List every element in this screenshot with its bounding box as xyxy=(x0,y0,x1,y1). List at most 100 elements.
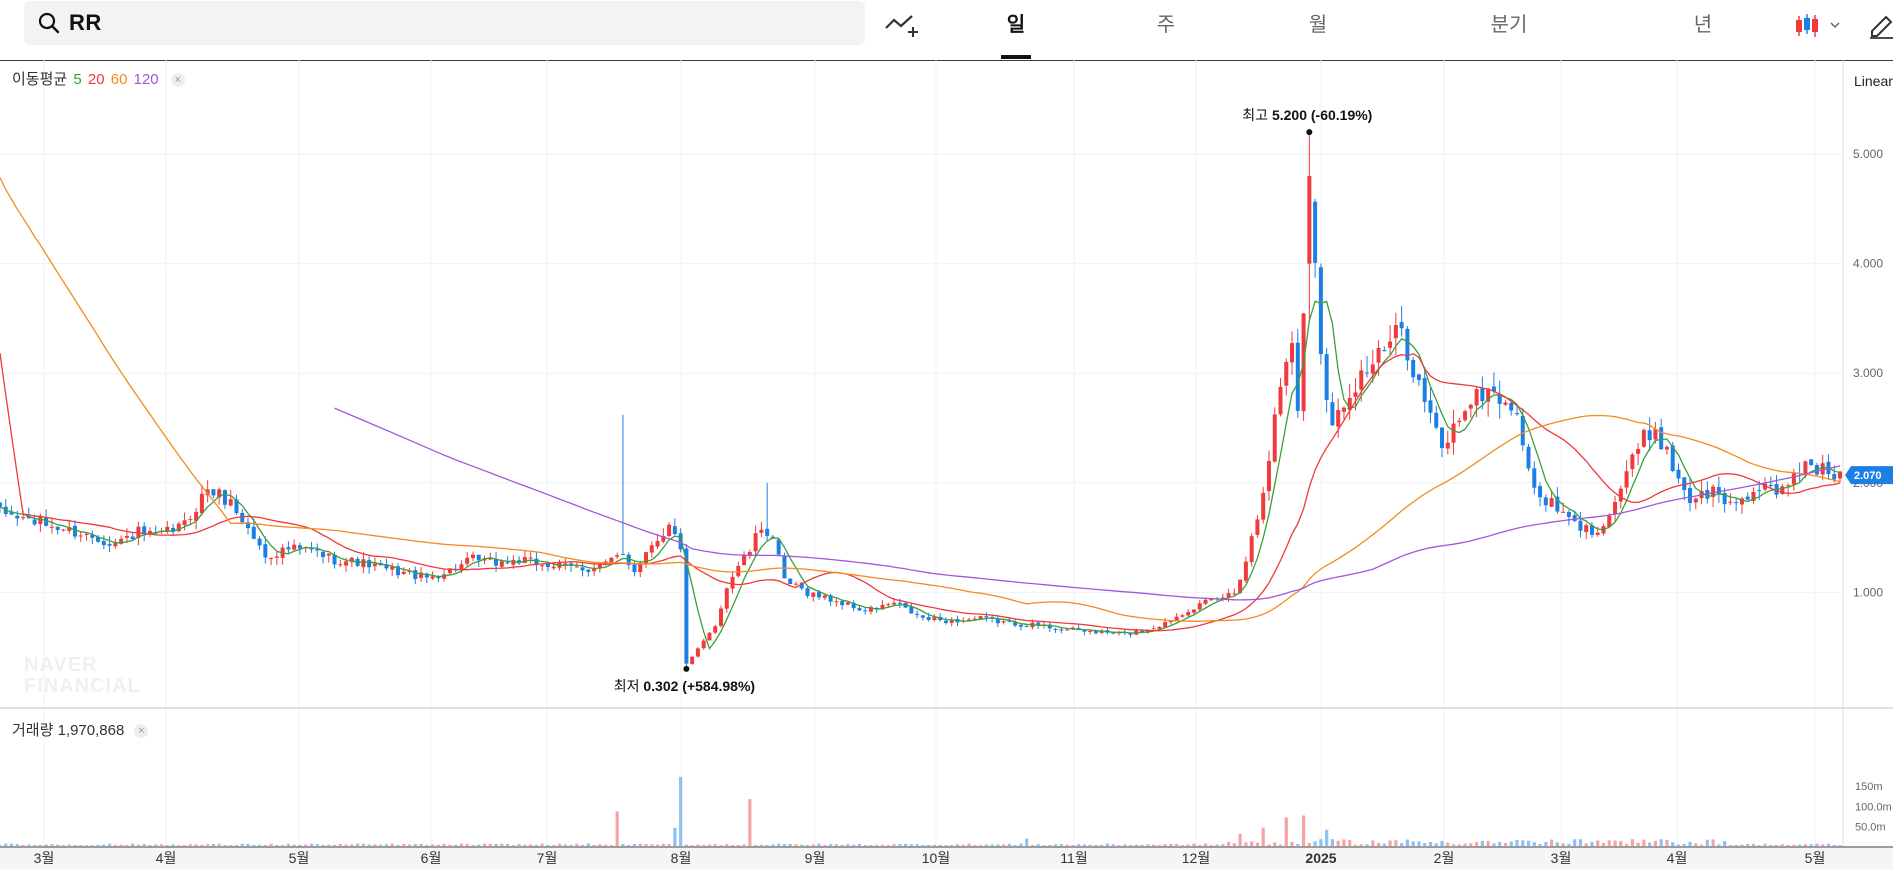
candle-body xyxy=(1664,446,1669,450)
volume-bar xyxy=(852,844,856,846)
volume-bar xyxy=(1077,844,1081,846)
volume-bar xyxy=(1348,839,1352,846)
price-tick-label: 4.000 xyxy=(1853,257,1883,271)
volume-bar xyxy=(1250,841,1254,846)
volume-bar xyxy=(113,844,117,846)
volume-bar xyxy=(1584,843,1588,846)
tab-month[interactable]: 월 xyxy=(1308,14,1328,36)
date-tick-label: 6월 xyxy=(421,850,442,866)
volume-bar xyxy=(1567,843,1571,846)
volume-bar xyxy=(246,843,250,846)
volume-bar xyxy=(1400,843,1404,846)
candle-body xyxy=(361,559,366,568)
ma-120-line xyxy=(334,407,1841,601)
candle-body xyxy=(730,576,735,589)
tab-day[interactable]: 일 xyxy=(1006,14,1026,36)
candle-body xyxy=(1359,370,1364,390)
candle-body xyxy=(638,564,643,573)
candle-body xyxy=(1451,423,1456,443)
volume-bar xyxy=(892,844,896,846)
candle-body xyxy=(234,499,239,514)
candle-body xyxy=(419,572,424,578)
volume-bar xyxy=(765,845,769,846)
volume-bar xyxy=(1111,844,1115,846)
candle-body xyxy=(101,540,106,546)
candle-body xyxy=(1739,498,1744,505)
candle-body xyxy=(949,619,954,623)
volume-bar xyxy=(1526,840,1531,846)
tab-week[interactable]: 주 xyxy=(1156,14,1176,36)
candle-body xyxy=(863,610,868,612)
candle-body xyxy=(1088,631,1093,633)
volume-bar xyxy=(1036,844,1040,846)
volume-bar xyxy=(950,844,954,846)
volume-bar xyxy=(1769,845,1773,846)
date-tick-label: 4월 xyxy=(1667,850,1688,866)
tab-quarter[interactable]: 분기 xyxy=(1490,14,1528,36)
candle-body xyxy=(1047,624,1052,629)
volume-bar xyxy=(442,843,446,846)
volume-bar xyxy=(471,845,475,846)
candle-body xyxy=(465,557,470,564)
candle-body xyxy=(240,512,245,523)
volume-bar xyxy=(131,843,135,846)
ma-legend-close-button[interactable]: × xyxy=(170,73,185,87)
naver-financial-watermark: NAVER FINANCIAL xyxy=(24,655,141,697)
scale-type-label[interactable]: Linear xyxy=(1854,73,1893,89)
volume-bar xyxy=(1411,841,1415,846)
candle-body xyxy=(1428,400,1433,413)
search-icon[interactable] xyxy=(38,12,60,39)
candle-body xyxy=(211,489,216,496)
candle-body xyxy=(655,540,660,547)
add-indicator-button[interactable] xyxy=(884,10,920,40)
volume-bar xyxy=(903,843,908,846)
candle-body xyxy=(1440,427,1445,448)
candle-body xyxy=(534,558,539,565)
candle-body xyxy=(1514,413,1519,415)
candle-body xyxy=(724,588,729,609)
ma-5-line xyxy=(0,300,1841,650)
volume-bar xyxy=(482,843,487,846)
volume-legend-title: 거래량 xyxy=(12,722,54,739)
volume-bar xyxy=(1423,842,1427,846)
volume-bar xyxy=(1296,843,1300,846)
volume-bar xyxy=(67,844,71,846)
candle-body xyxy=(909,606,914,614)
volume-bar xyxy=(1601,842,1606,846)
volume-bar xyxy=(667,844,671,846)
candle-body xyxy=(1238,579,1243,593)
candle-body xyxy=(269,558,274,560)
candle-body xyxy=(113,543,118,547)
volume-bar xyxy=(315,844,319,846)
candle-body xyxy=(1140,630,1145,633)
volume-bar xyxy=(1169,843,1173,846)
active-tab-indicator xyxy=(1001,55,1031,59)
volume-legend-close-button[interactable]: × xyxy=(134,724,149,738)
volume-bar xyxy=(1607,840,1611,846)
chart-type-dropdown[interactable] xyxy=(1794,10,1842,42)
ma-20-line xyxy=(0,353,1841,632)
candle-body xyxy=(286,547,291,550)
volume-bar xyxy=(407,844,412,846)
candle-body xyxy=(868,607,873,612)
volume-tick-label: 150m xyxy=(1855,781,1883,793)
drawing-tool-button[interactable] xyxy=(1866,12,1893,40)
candle-body xyxy=(759,529,764,533)
candle-body xyxy=(1676,469,1681,479)
candle-body xyxy=(753,533,758,552)
volume-bar xyxy=(828,844,833,846)
volume-bar xyxy=(402,844,406,846)
candle-body xyxy=(1111,632,1116,634)
candle-body xyxy=(932,617,937,621)
volume-bar xyxy=(921,845,925,846)
volume-bar xyxy=(44,844,48,846)
tab-year[interactable]: 년 xyxy=(1693,14,1713,36)
ma-legend-period-60: 60 xyxy=(110,71,128,88)
candle-body xyxy=(1370,364,1375,374)
search-query-text[interactable]: RR xyxy=(69,10,102,35)
current-price-label: 2.070 xyxy=(1854,470,1882,482)
search-input[interactable]: RR xyxy=(24,1,865,45)
candle-body xyxy=(476,554,481,561)
volume-bar xyxy=(1792,844,1796,846)
